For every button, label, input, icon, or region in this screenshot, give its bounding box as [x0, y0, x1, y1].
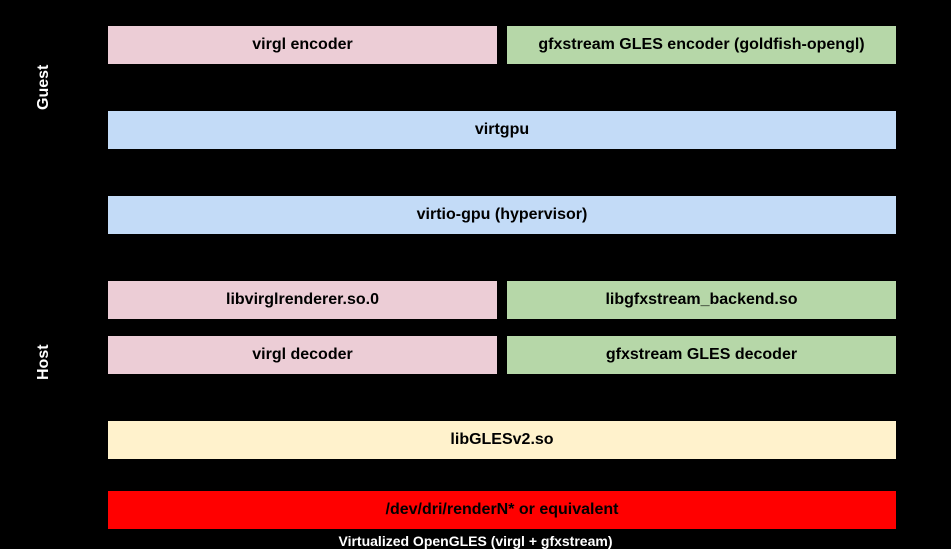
diagram-caption: Virtualized OpenGLES (virgl + gfxstream) [0, 533, 951, 549]
box-virtgpu: virtgpu [107, 110, 897, 150]
side-label-host: Host [35, 195, 53, 530]
side-label-guest: Guest [35, 25, 53, 150]
row-virtio-gpu: virtio-gpu (hypervisor) [107, 195, 897, 235]
row-libglesv2: libGLESv2.so [107, 420, 897, 460]
box-dev-dri: /dev/dri/renderN* or equivalent [107, 490, 897, 530]
row-encoders: virgl encoder gfxstream GLES encoder (go… [107, 25, 897, 65]
box-libvirglrenderer: libvirglrenderer.so.0 [107, 280, 498, 320]
row-virtgpu: virtgpu [107, 110, 897, 150]
row-libs: libvirglrenderer.so.0 libgfxstream_backe… [107, 280, 897, 320]
box-libgfxstream-backend: libgfxstream_backend.so [506, 280, 897, 320]
box-gfxstream-decoder: gfxstream GLES decoder [506, 335, 897, 375]
box-libglesv2: libGLESv2.so [107, 420, 897, 460]
box-gfxstream-encoder: gfxstream GLES encoder (goldfish-opengl) [506, 25, 897, 65]
box-virgl-encoder: virgl encoder [107, 25, 498, 65]
row-decoders: virgl decoder gfxstream GLES decoder [107, 335, 897, 375]
box-virgl-decoder: virgl decoder [107, 335, 498, 375]
box-virtio-gpu: virtio-gpu (hypervisor) [107, 195, 897, 235]
row-dev-dri: /dev/dri/renderN* or equivalent [107, 490, 897, 530]
